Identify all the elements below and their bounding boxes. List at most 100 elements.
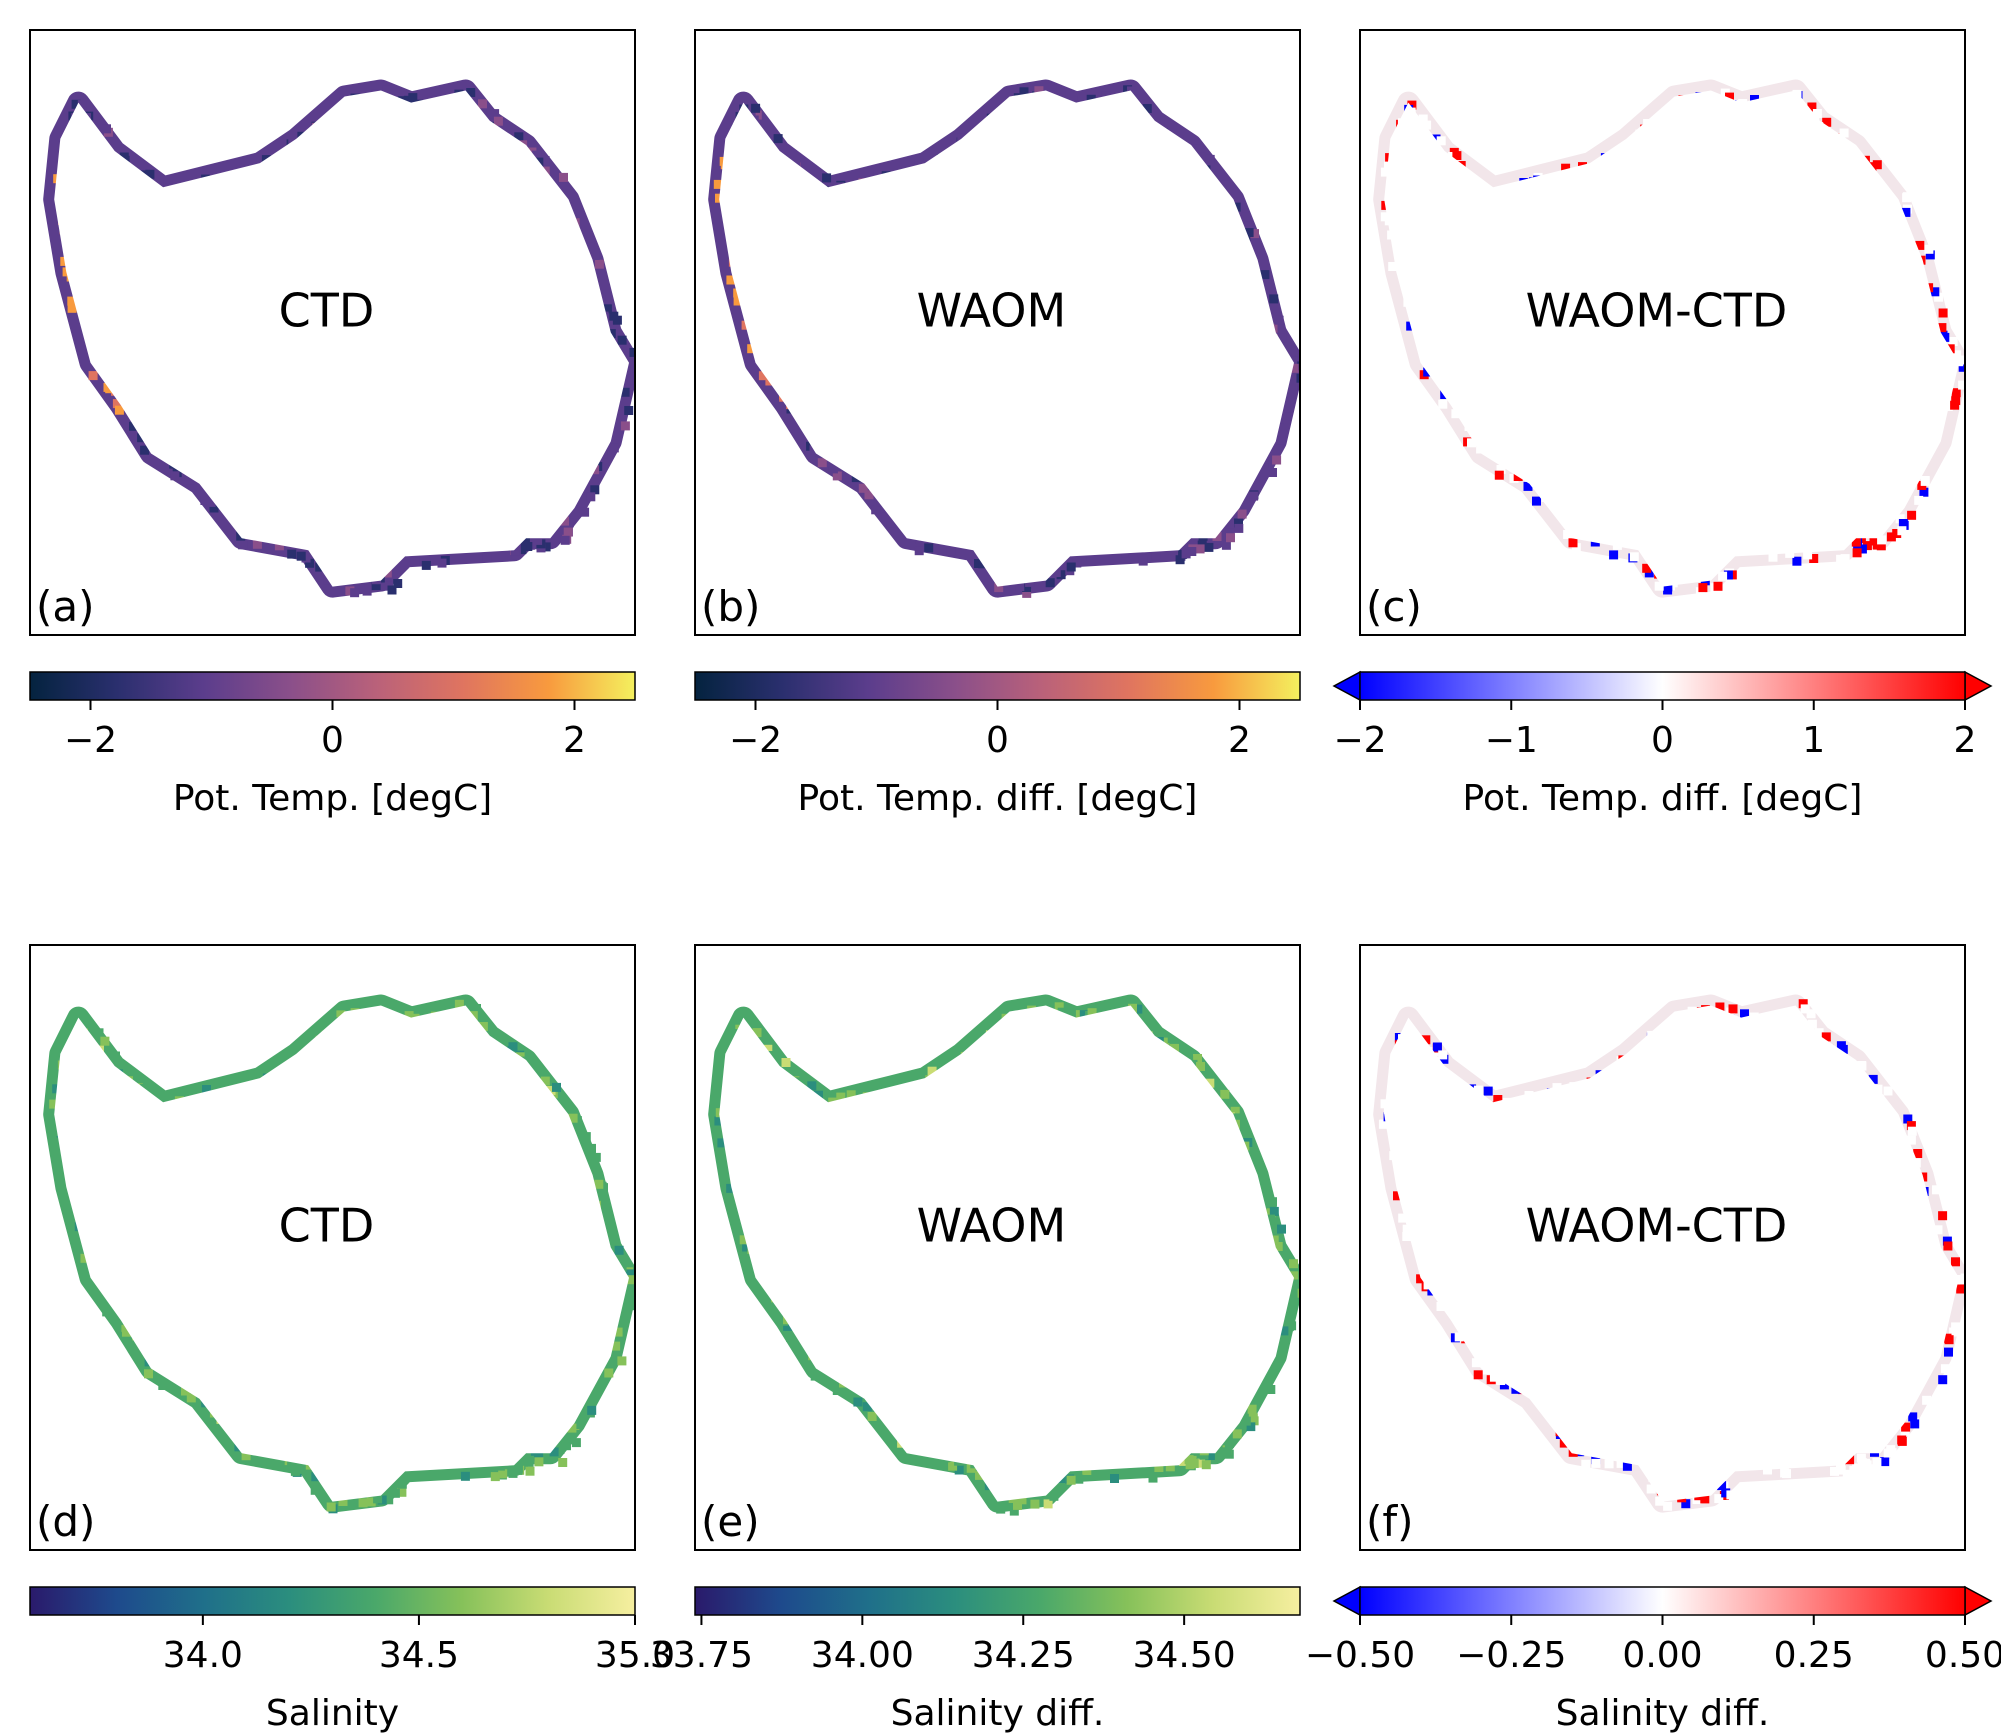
shelf-cell	[564, 518, 574, 528]
shelf-cell	[1937, 323, 1947, 333]
shelf-cell	[1836, 1041, 1846, 1051]
shelf-cell	[88, 371, 98, 381]
shelf-cell	[1483, 1086, 1493, 1096]
shelf-cell	[867, 1412, 877, 1421]
shelf-cell	[593, 1186, 603, 1196]
shelf-cell	[1204, 542, 1214, 552]
shelf-cell	[871, 505, 881, 515]
shelf-cell	[1798, 999, 1808, 1009]
colorbar-label: Pot. Temp. diff. [degC]	[798, 778, 1198, 819]
shelf-cell	[482, 553, 492, 563]
shelf-cell	[625, 1269, 634, 1279]
colorbar-tick-label: −2	[64, 720, 117, 761]
shelf-cell	[1142, 104, 1152, 113]
shelf-cell	[200, 496, 210, 505]
shelf-cell	[853, 1397, 863, 1407]
shelf-cell	[1785, 548, 1795, 558]
colorbar-gradient	[694, 1586, 1301, 1616]
shelf-cell	[1454, 1332, 1464, 1342]
shelf-cell	[562, 1441, 571, 1451]
colorbar: −2 0 2 Pot. Temp. diff. [degC]	[694, 671, 1301, 819]
shelf-cell	[1951, 388, 1961, 398]
shelf-cell	[1616, 1458, 1626, 1468]
shelf-cell	[590, 251, 600, 260]
shelf-cell	[1642, 563, 1652, 573]
shelf-cell	[287, 1460, 297, 1470]
shelf-cell	[52, 1137, 61, 1147]
shelf-cell	[495, 1461, 505, 1471]
shelf-cell	[1806, 1009, 1816, 1019]
shelf-cell	[886, 518, 896, 528]
shelf-cell	[1901, 207, 1911, 217]
shelf-cell	[384, 1495, 394, 1505]
shelf-cell	[1718, 571, 1728, 581]
shelf-cell	[1287, 1321, 1297, 1331]
shelf-cell	[810, 1371, 820, 1381]
shelf-cell	[1431, 134, 1441, 144]
shelf-cell	[762, 1290, 772, 1300]
shelf-cell	[540, 1076, 550, 1086]
shelf-cell	[1872, 1457, 1882, 1467]
shelf-cell	[77, 100, 87, 110]
shelf-cell	[714, 1116, 724, 1126]
shelf-cell	[1266, 1214, 1275, 1224]
colorbar-tick-label: −2	[729, 720, 782, 761]
shelf-cell	[112, 399, 122, 409]
shelf-cell	[1015, 582, 1025, 591]
shelf-cell	[1809, 554, 1819, 563]
shelf-cell	[1938, 308, 1948, 318]
shelf-cell	[1895, 514, 1905, 524]
shelf-cell	[612, 315, 622, 325]
colorbar-tick-label: 0	[321, 720, 344, 761]
panel-title: WAOM	[917, 1198, 1067, 1252]
shelf-cell	[1138, 556, 1148, 566]
shelf-cell	[1906, 1121, 1916, 1131]
shelf-cell	[1901, 1422, 1911, 1432]
panel-frame	[29, 29, 636, 636]
shelf-cell	[387, 585, 397, 595]
shelf-cell	[1717, 1481, 1727, 1491]
colorbar-gradient	[29, 1586, 636, 1616]
shelf-cell	[1196, 1458, 1205, 1468]
shelf-cell	[1438, 399, 1448, 409]
shelf-cell	[1915, 240, 1925, 250]
shelf-cell	[858, 483, 868, 493]
shelf-cell	[1233, 1113, 1243, 1123]
shelf-cell	[807, 1081, 817, 1091]
continent	[54, 90, 629, 587]
shelf-cell	[836, 1092, 846, 1102]
shelf-cell	[625, 1275, 635, 1285]
shelf-cell	[1700, 1494, 1710, 1504]
shelf-cell	[1922, 1395, 1932, 1405]
shelf-cell	[726, 275, 736, 285]
panel-f: WAOM-CTD (f) −0.50 −0.25 0.00 0.25 0.50 Salinit…	[1305, 944, 2001, 1734]
shelf-cell	[1246, 1422, 1256, 1432]
shelf-cell	[1571, 543, 1581, 553]
shelf-cell	[1154, 1463, 1164, 1472]
shelf-cell	[477, 105, 487, 115]
shelf-cell	[1644, 568, 1654, 578]
shelf-cell	[311, 1472, 321, 1482]
shelf-cell	[1249, 491, 1259, 501]
shelf-cell	[1821, 1032, 1831, 1042]
shelf-cell	[169, 1382, 179, 1392]
shelf-cell	[49, 1099, 59, 1109]
shelf-cell	[1247, 1404, 1257, 1414]
shelf-cell	[739, 1235, 749, 1245]
panel-frame	[1359, 944, 1966, 1551]
shelf-cell	[1713, 581, 1723, 591]
shelf-cell	[1436, 1302, 1446, 1311]
shelf-cell	[421, 560, 431, 570]
shelf-cell	[114, 405, 124, 415]
shelf-cell	[1263, 296, 1273, 306]
shelf-cell	[373, 1494, 383, 1504]
panel-frame	[694, 944, 1301, 1551]
shelf-cell	[1604, 1459, 1614, 1469]
shelf-cell	[364, 581, 374, 591]
shelf-cell	[129, 421, 138, 431]
shelf-cell	[613, 1327, 623, 1337]
shelf-cell	[490, 109, 500, 119]
shelf-cell	[1494, 470, 1504, 480]
shelf-cell	[1277, 328, 1287, 338]
shelf-cell	[587, 1143, 596, 1153]
